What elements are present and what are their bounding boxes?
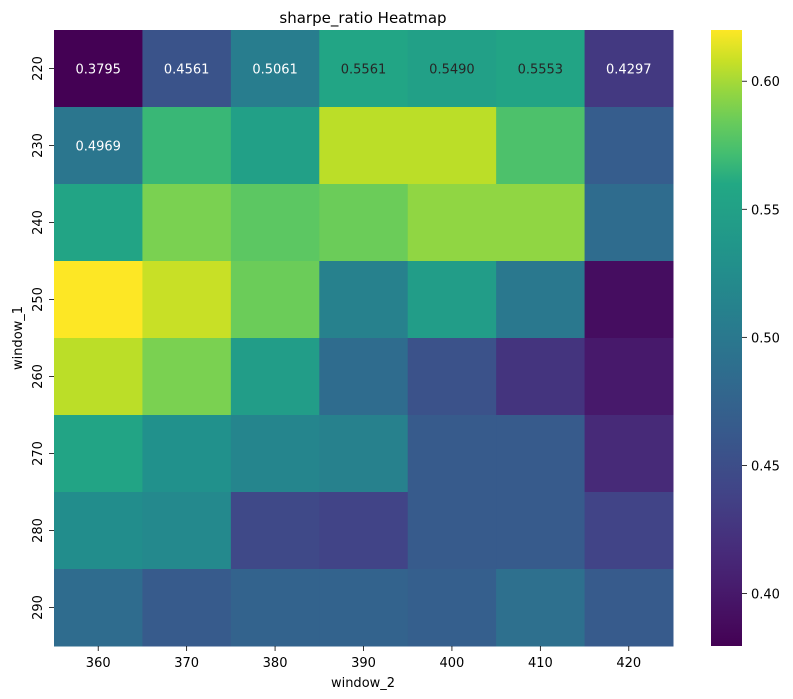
chart-title: sharpe_ratio Heatmap — [279, 9, 446, 28]
heatmap-cell — [496, 569, 586, 647]
heatmap-cell — [230, 569, 320, 647]
y-tick-label: 240 — [31, 210, 46, 235]
heatmap-cell — [230, 492, 320, 570]
y-tick-label: 260 — [31, 364, 46, 389]
heatmap-cell — [54, 569, 143, 647]
heatmap-cell — [584, 30, 674, 108]
heatmap-cell — [230, 415, 320, 493]
heatmap-cell — [319, 261, 409, 339]
heatmap-cell — [54, 492, 143, 570]
y-tick-label: 280 — [31, 518, 46, 543]
colorbar-tick-label: 0.40 — [751, 587, 780, 602]
x-tick-label: 370 — [174, 656, 199, 671]
y-tick-label: 230 — [31, 133, 46, 158]
heatmap-cell — [54, 261, 143, 339]
x-tick-label: 420 — [616, 656, 641, 671]
x-tick-label: 400 — [440, 656, 465, 671]
heatmap-cell — [584, 261, 674, 339]
heatmap-cell — [142, 492, 232, 570]
colorbar-tick-label: 0.45 — [751, 459, 780, 474]
heatmap-cell — [407, 338, 497, 416]
heatmap-cell — [584, 492, 674, 570]
heatmap-cell — [319, 107, 409, 185]
heatmap-cell — [407, 492, 497, 570]
heatmap-cell — [407, 415, 497, 493]
heatmap-cell — [319, 415, 409, 493]
heatmap-cell — [584, 338, 674, 416]
heatmap-cell — [230, 107, 320, 185]
cell-annotation: 0.4969 — [75, 140, 121, 155]
cell-annotation: 0.5490 — [429, 63, 475, 78]
heatmap-cell — [584, 184, 674, 262]
y-tick-label: 290 — [31, 595, 46, 620]
heatmap-cell — [407, 261, 497, 339]
heatmap-cell — [54, 107, 143, 185]
heatmap-cell — [54, 338, 143, 416]
cell-annotation: 0.4297 — [606, 63, 652, 78]
heatmap-cell — [319, 492, 409, 570]
heatmap-cell — [407, 107, 497, 185]
x-tick-label: 380 — [263, 656, 288, 671]
x-tick-label: 360 — [86, 656, 111, 671]
heatmap-cell — [584, 569, 674, 647]
heatmap-cell — [230, 30, 320, 108]
heatmap-cells — [54, 30, 674, 647]
x-tick-label: 390 — [351, 656, 376, 671]
heatmap-cell — [142, 569, 232, 647]
cell-annotation: 0.5553 — [518, 63, 564, 78]
heatmap-cell — [142, 338, 232, 416]
y-tick-label: 220 — [31, 56, 46, 81]
heatmap-cell — [407, 184, 497, 262]
heatmap-cell — [142, 415, 232, 493]
y-axis-ticks: 220 230 240 250 260 270 280 290 — [31, 56, 54, 620]
heatmap-cell — [496, 261, 586, 339]
heatmap-cell — [142, 30, 232, 108]
heatmap-cell — [230, 184, 320, 262]
heatmap-cell — [496, 492, 586, 570]
heatmap-cell — [319, 338, 409, 416]
heatmap-cell — [319, 184, 409, 262]
heatmap-cell — [407, 569, 497, 647]
heatmap-cell — [584, 415, 674, 493]
heatmap-cell — [584, 107, 674, 185]
cell-annotation: 0.5561 — [341, 63, 387, 78]
heatmap-cell — [54, 184, 143, 262]
heatmap-cell — [142, 261, 232, 339]
heatmap-cell — [496, 107, 586, 185]
y-tick-label: 250 — [31, 287, 46, 312]
cell-annotation: 0.4561 — [164, 63, 210, 78]
heatmap-cell — [142, 107, 232, 185]
heatmap-cell — [54, 415, 143, 493]
heatmap-cell — [496, 338, 586, 416]
y-axis-label: window_1 — [11, 306, 26, 370]
colorbar: 0.40 0.45 0.50 0.55 0.60 — [711, 30, 780, 646]
cell-annotations: 0.3795 0.4561 0.5061 0.5561 0.5490 0.5553 0.42… — [75, 63, 651, 155]
heatmap-cell — [496, 184, 586, 262]
heatmap-cell — [496, 415, 586, 493]
heatmap-cell — [142, 184, 232, 262]
heatmap-cell — [54, 30, 143, 108]
heatmap-cell — [407, 30, 497, 108]
colorbar-gradient — [711, 30, 742, 646]
colorbar-ticks: 0.40 0.45 0.50 0.55 0.60 — [742, 75, 780, 602]
y-tick-label: 270 — [31, 441, 46, 466]
heatmap-cell — [230, 261, 320, 339]
cell-annotation: 0.5061 — [252, 63, 298, 78]
colorbar-tick-label: 0.60 — [751, 75, 780, 90]
x-axis-label: window_2 — [331, 676, 395, 691]
x-axis-ticks: 360 370 380 390 400 410 420 — [86, 646, 641, 671]
x-tick-label: 410 — [528, 656, 553, 671]
heatmap-cell — [319, 30, 409, 108]
heatmap-cell — [230, 338, 320, 416]
heatmap-cell — [496, 30, 586, 108]
cell-annotation: 0.3795 — [75, 63, 121, 78]
colorbar-tick-label: 0.55 — [751, 203, 780, 218]
colorbar-tick-label: 0.50 — [751, 331, 780, 346]
heatmap-cell — [319, 569, 409, 647]
